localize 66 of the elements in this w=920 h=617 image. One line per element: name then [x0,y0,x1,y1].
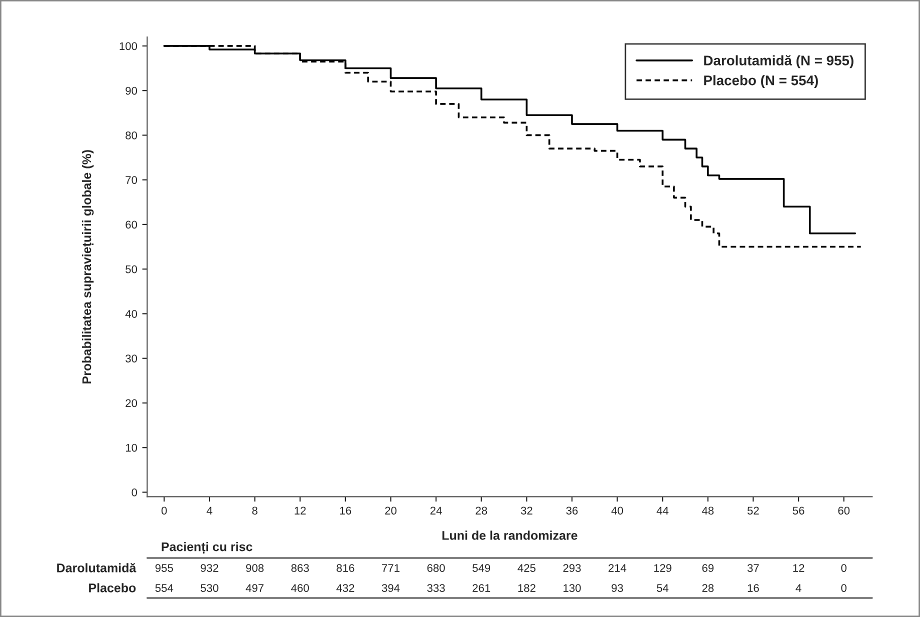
y-tick-label: 70 [126,176,138,184]
text: 432 [336,584,354,592]
x-tick-label: 56 [792,506,804,515]
text: 530 [200,584,218,592]
text: 554 [155,584,174,592]
text: 932 [200,564,218,572]
x-axis-title: Luni de la randomizare [442,530,578,540]
y-tick-label: 100 [120,42,138,50]
x-tick-label: 0 [162,506,167,515]
y-tick-label: 60 [126,220,138,229]
text: 908 [246,564,264,572]
text: 261 [472,584,490,592]
legend-label: Placebo (N = 554) [704,75,818,88]
x-tick-label: 40 [611,506,624,515]
text: 680 [427,564,445,572]
text: 293 [563,564,581,572]
x-tick-label: 8 [252,506,258,515]
x-tick-label: 24 [430,506,442,514]
x-tick-label: 32 [520,506,532,515]
text: 54 [656,584,668,592]
x-tick-label: 20 [385,506,396,515]
y-tick-label: 90 [126,86,138,95]
text: 955 [155,564,173,572]
text: 549 [472,564,490,572]
x-tick-label: 28 [476,506,488,515]
text: 333 [427,584,445,592]
text: 497 [246,584,264,592]
y-tick-label: 30 [126,354,138,362]
x-tick-label: 48 [702,506,714,515]
x-tick-label: 52 [747,506,759,515]
text: 93 [612,584,623,592]
x-tick-label: 36 [566,506,578,515]
text: Darolutamidă [57,563,136,572]
text: 12 [793,564,804,572]
y-axis-title: Probabilitatea supraviețuirii globale (%) [82,150,94,384]
text: 182 [518,584,536,592]
text: 394 [382,584,400,592]
text: 771 [382,564,400,572]
text: 37 [747,564,759,572]
text: 0 [841,564,846,572]
text: 214 [608,564,626,572]
legend-label: Darolutamidă (N = 955) [704,55,854,68]
text: 816 [336,564,354,572]
y-tick-label: 80 [126,131,138,140]
x-tick-label: 12 [294,506,306,514]
text: 0 [841,584,846,592]
y-tick-label: 40 [125,310,138,318]
text: 129 [654,564,672,572]
x-tick-label: 4 [206,506,212,514]
x-tick-label: 16 [340,506,352,515]
text: Pacienți cu risc [162,542,252,554]
text: 4 [796,584,802,592]
text: 863 [291,564,309,572]
text: 69 [702,564,714,572]
x-tick-label: 60 [838,506,850,515]
text: 16 [748,584,759,592]
text: Placebo [89,583,136,592]
text: 425 [518,564,536,572]
text: 460 [291,584,309,592]
y-tick-label: 20 [126,399,138,408]
x-tick-label: 44 [656,506,668,514]
y-tick-label: 0 [132,488,138,496]
y-tick-label: 50 [126,265,138,274]
text: 130 [564,584,581,592]
text: 28 [702,584,714,592]
y-tick-label: 10 [126,444,138,452]
